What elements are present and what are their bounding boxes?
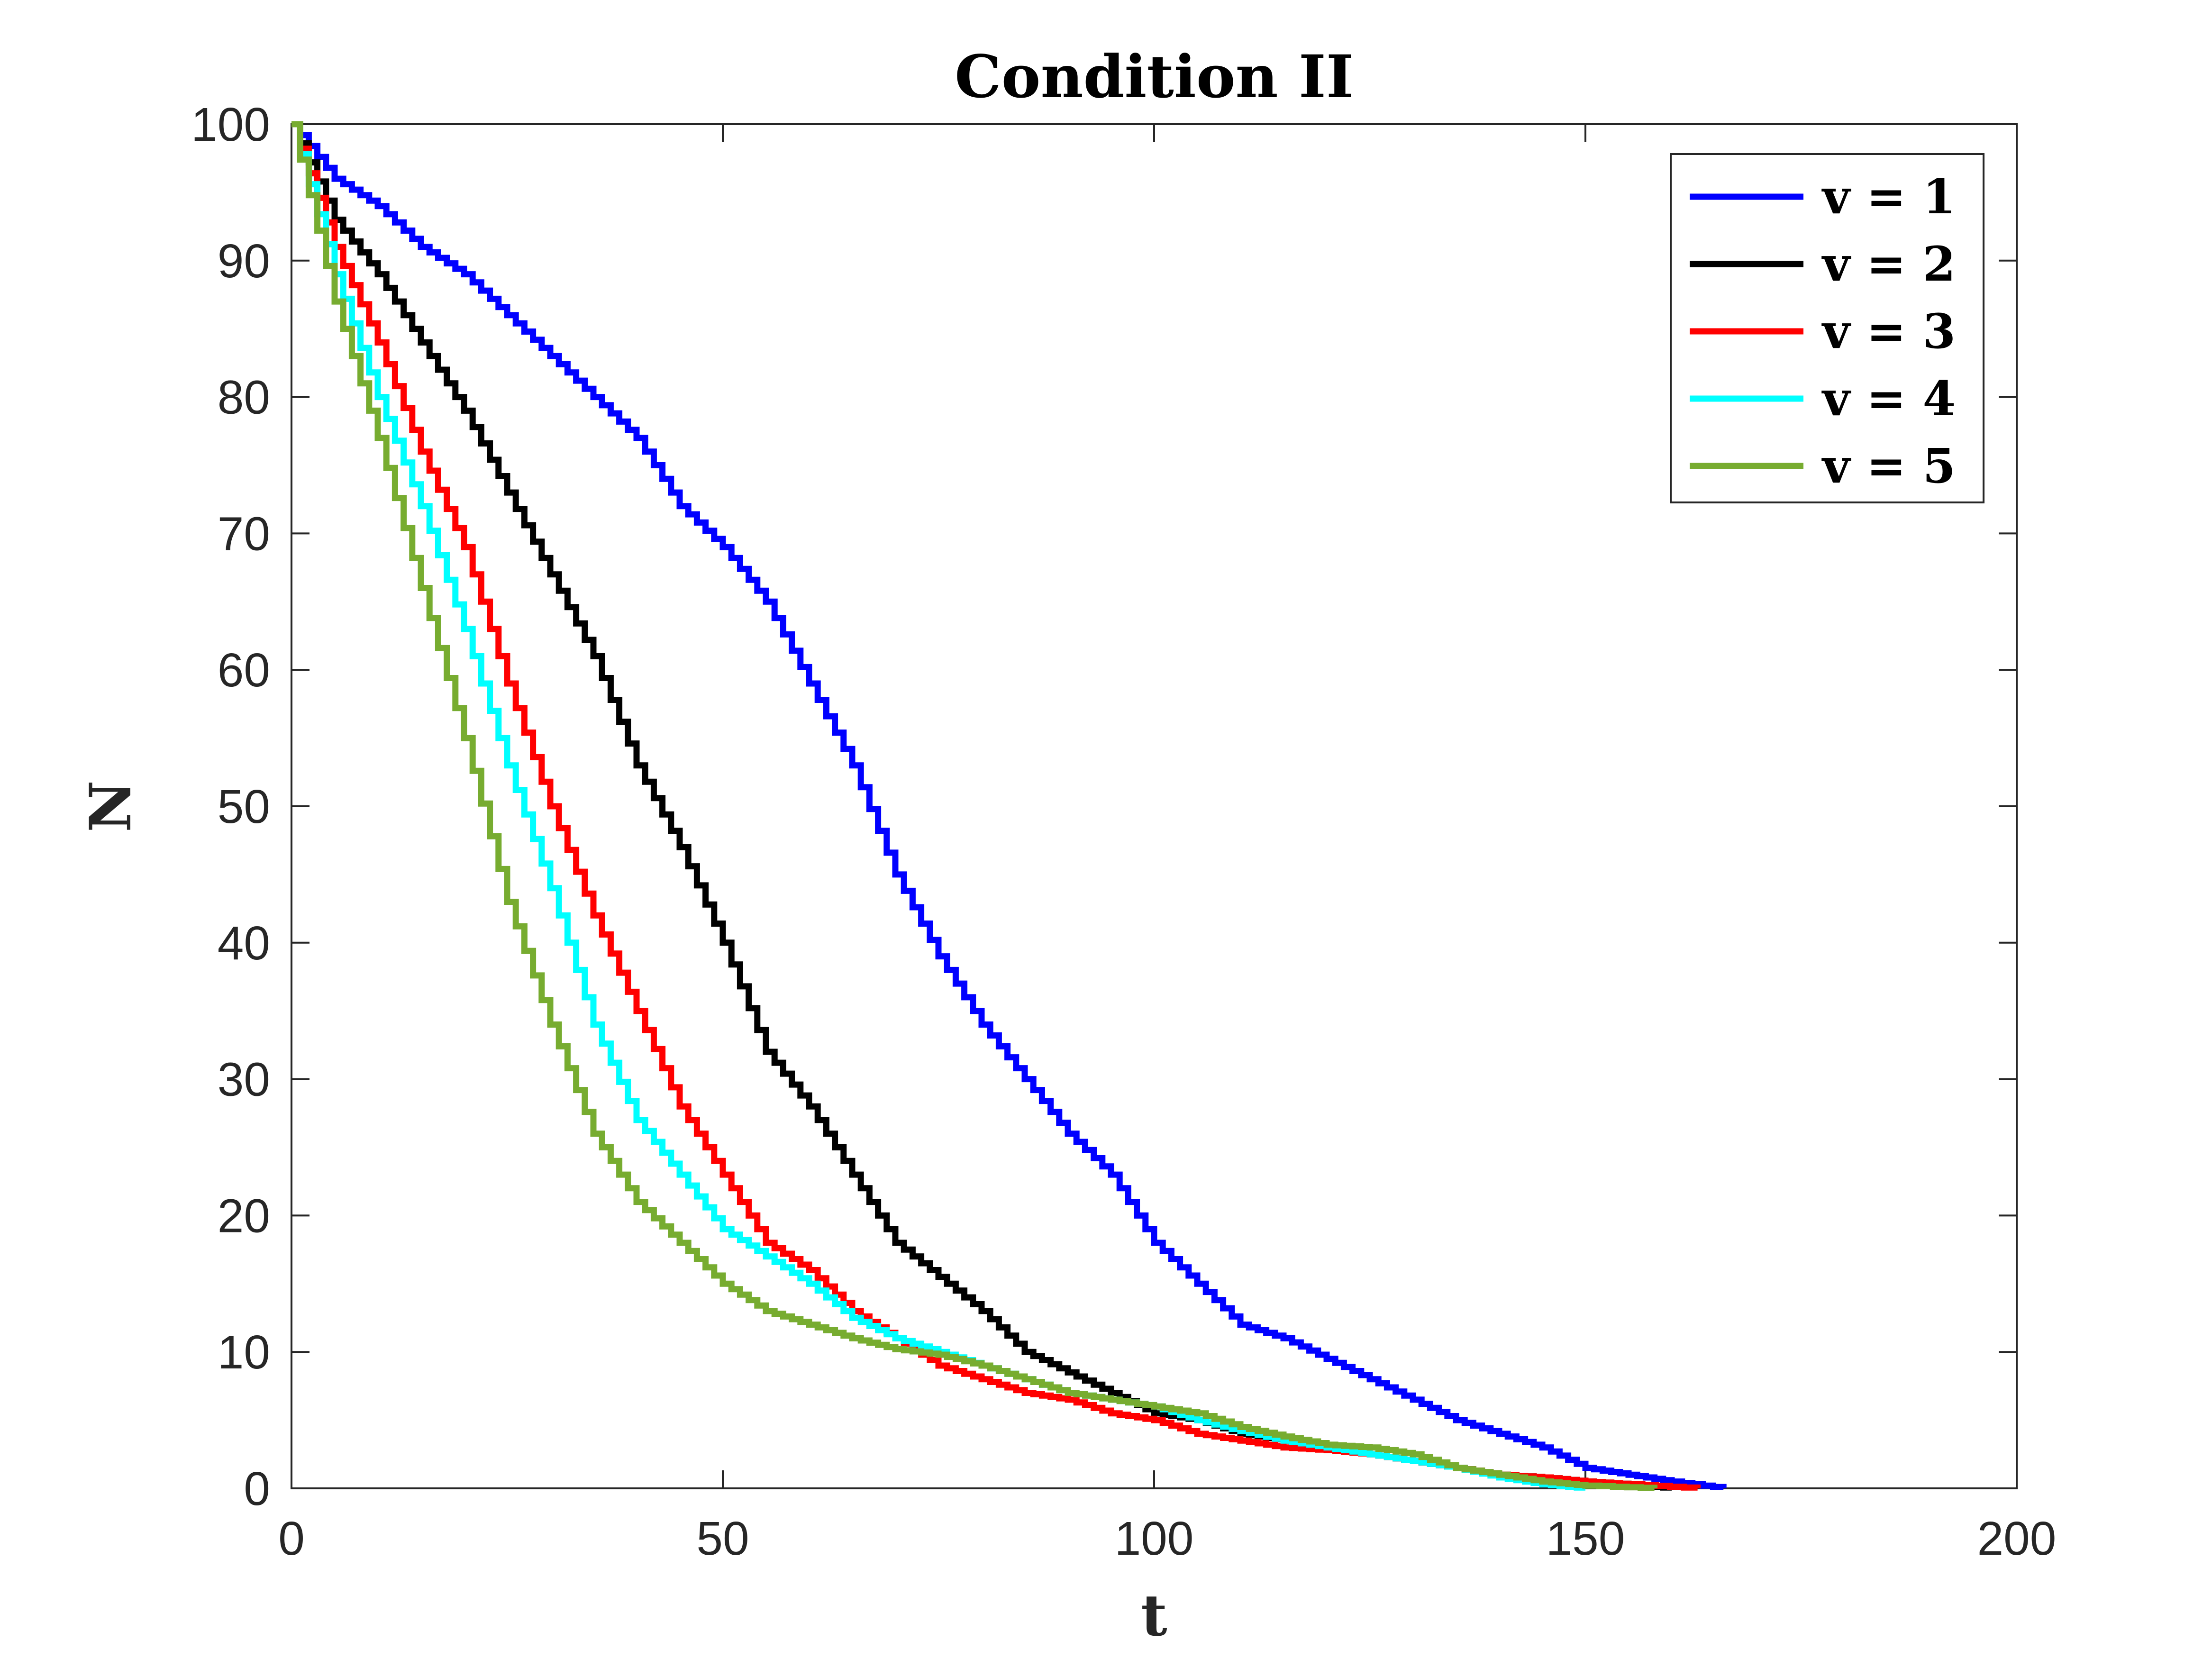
axis-ticks: 0 50 100 150 200 0 10 20 30 40 50 60 70 80 90 100: [191, 98, 2056, 1565]
legend-label-5: v = 5: [1821, 438, 1956, 494]
x-tick-label: 200: [1977, 1512, 2057, 1565]
y-tick-label: 60: [218, 644, 270, 697]
y-tick-label: 70: [218, 507, 270, 560]
legend-label-4: v = 4: [1821, 371, 1956, 427]
y-tick-label: 10: [218, 1326, 270, 1379]
y-tick-label: 30: [218, 1053, 270, 1106]
legend: v = 1 v = 2 v = 3 v = 4 v = 5: [1670, 153, 1984, 503]
x-tick-label: 50: [696, 1512, 749, 1565]
y-tick-label: 50: [218, 780, 270, 833]
y-tick-label: 0: [244, 1462, 270, 1515]
legend-label-1: v = 1: [1821, 169, 1956, 225]
x-tick-label: 0: [278, 1512, 305, 1565]
series-line-5: [291, 121, 1658, 1491]
y-tick-label: 90: [218, 235, 270, 288]
x-axis-label: t: [1141, 1582, 1167, 1649]
y-tick-label: 40: [218, 917, 270, 970]
x-tick-label: 150: [1546, 1512, 1625, 1565]
y-tick-label: 100: [191, 98, 270, 151]
y-tick-label: 80: [218, 371, 270, 424]
series-lines: [291, 121, 1727, 1491]
legend-label-3: v = 3: [1821, 303, 1956, 359]
y-axis-label: N: [77, 780, 144, 832]
legend-label-2: v = 2: [1821, 236, 1956, 292]
x-tick-label: 100: [1115, 1512, 1194, 1565]
y-tick-label: 20: [218, 1189, 270, 1242]
series-line-1: [291, 121, 1727, 1490]
chart-title: Condition II: [955, 43, 1354, 111]
